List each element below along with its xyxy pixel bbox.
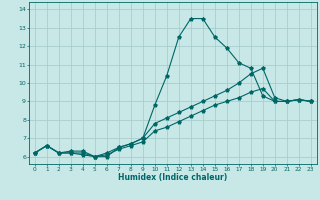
X-axis label: Humidex (Indice chaleur): Humidex (Indice chaleur) xyxy=(118,173,228,182)
